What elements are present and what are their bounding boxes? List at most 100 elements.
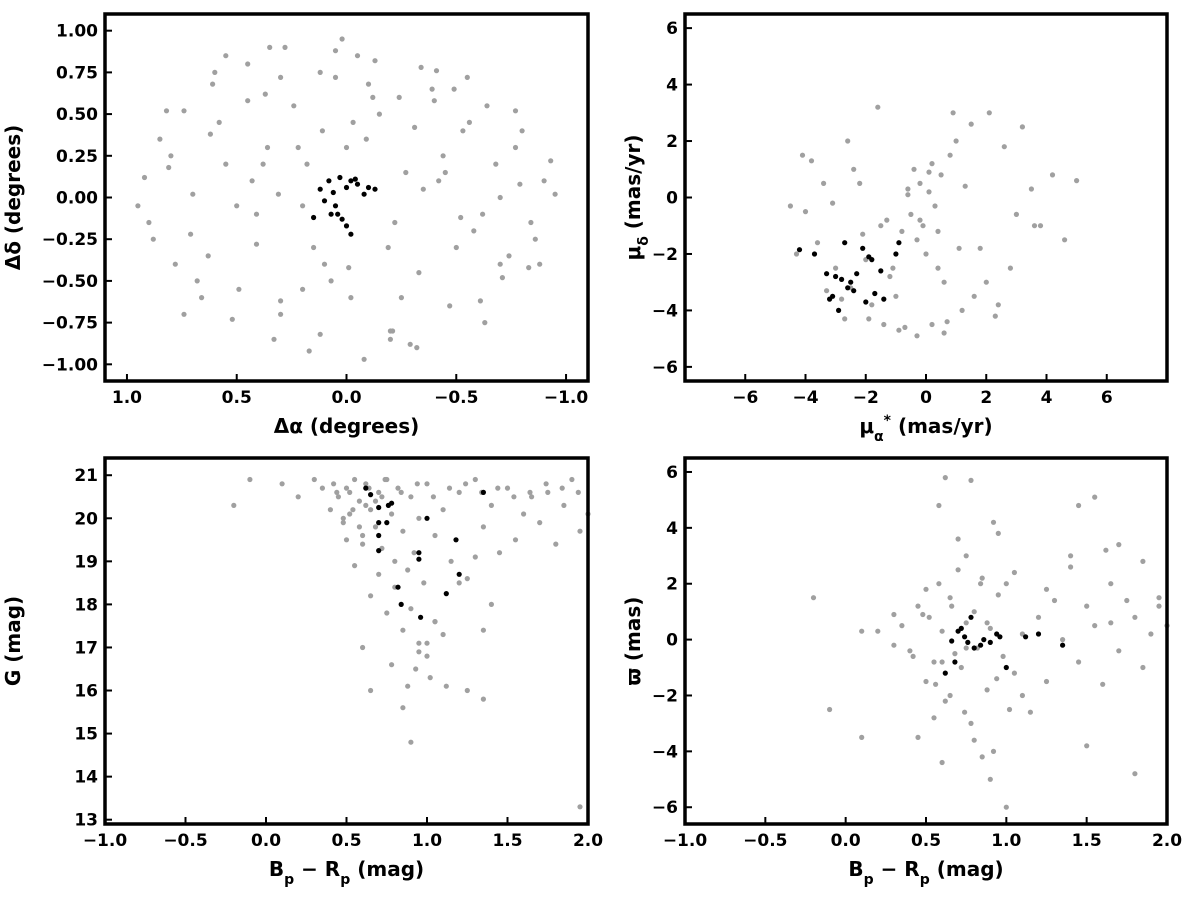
axis-label-part: p bbox=[284, 872, 294, 888]
field-point bbox=[271, 336, 277, 342]
field-point bbox=[899, 623, 905, 629]
x-tick-label: −6 bbox=[732, 388, 758, 408]
field-point bbox=[986, 110, 992, 116]
field-point bbox=[552, 191, 558, 197]
field-point bbox=[944, 319, 950, 325]
field-point bbox=[482, 320, 488, 326]
y-tick-label: 19 bbox=[74, 552, 98, 572]
field-point bbox=[416, 515, 422, 521]
field-point bbox=[464, 74, 470, 80]
field-point bbox=[1156, 595, 1162, 601]
field-point bbox=[420, 186, 426, 192]
field-point bbox=[247, 476, 253, 483]
member-point bbox=[354, 181, 361, 187]
field-point bbox=[887, 273, 893, 280]
field-point bbox=[398, 295, 404, 301]
field-point bbox=[891, 642, 897, 648]
field-point bbox=[978, 581, 984, 587]
member-point bbox=[949, 638, 955, 644]
member-point bbox=[376, 532, 382, 539]
field-point bbox=[1043, 678, 1050, 685]
x-tick-label: 1.0 bbox=[412, 831, 442, 851]
field-point bbox=[1124, 597, 1130, 604]
member-point bbox=[384, 520, 390, 526]
field-point bbox=[1156, 603, 1162, 609]
field-point bbox=[923, 678, 929, 685]
x-tick-label: 0.5 bbox=[222, 388, 252, 408]
panel-sky-positions: 1.0 0.5 0.0 −0.5 −1.0 −1.00 −0.75 −0.50 −0.25 0.0… bbox=[1, 12, 590, 438]
field-point bbox=[460, 128, 466, 134]
field-point bbox=[421, 580, 427, 586]
y-tick-label: 4 bbox=[666, 519, 678, 539]
member-point bbox=[376, 520, 382, 526]
field-point bbox=[181, 311, 187, 317]
y-axis-label: μδ (mas/yr) bbox=[621, 134, 652, 260]
field-point bbox=[466, 119, 472, 125]
field-point bbox=[1006, 706, 1013, 713]
field-point bbox=[407, 341, 413, 347]
member-point bbox=[952, 659, 958, 665]
field-point bbox=[963, 553, 969, 559]
field-point bbox=[163, 108, 170, 114]
member-point bbox=[339, 216, 345, 222]
field-point bbox=[496, 550, 503, 556]
field-point bbox=[495, 485, 501, 491]
field-point bbox=[971, 609, 977, 615]
axis-label-part: (mag) bbox=[350, 857, 424, 881]
field-point bbox=[343, 537, 350, 543]
field-point bbox=[245, 61, 251, 67]
field-point bbox=[205, 253, 211, 259]
field-point bbox=[172, 261, 178, 267]
field-point bbox=[971, 293, 977, 299]
x-tick-label: −1.0 bbox=[663, 831, 708, 851]
member-point bbox=[839, 276, 845, 282]
field-point bbox=[372, 58, 378, 64]
field-point bbox=[968, 720, 974, 727]
field-point bbox=[512, 108, 519, 114]
field-point bbox=[878, 223, 884, 229]
field-point bbox=[350, 119, 356, 125]
field-point bbox=[403, 169, 409, 176]
field-point bbox=[424, 481, 430, 487]
x-tick-label: −0.5 bbox=[434, 388, 478, 408]
field-point bbox=[352, 476, 358, 483]
y-tick-label: −6 bbox=[652, 798, 678, 818]
field-point bbox=[472, 554, 478, 560]
member-point bbox=[854, 271, 860, 277]
axis-label-part: B bbox=[269, 857, 284, 881]
field-point bbox=[361, 356, 367, 362]
field-point bbox=[188, 231, 194, 237]
field-point bbox=[368, 593, 374, 599]
field-point bbox=[893, 293, 899, 299]
field-point bbox=[413, 666, 419, 672]
field-point bbox=[360, 541, 366, 547]
field-point bbox=[908, 211, 914, 217]
field-point bbox=[416, 649, 422, 655]
field-point bbox=[851, 166, 857, 172]
field-point bbox=[543, 481, 549, 487]
field-point bbox=[282, 44, 288, 51]
axis-label-part: α bbox=[874, 429, 884, 445]
member-point bbox=[372, 186, 378, 192]
field-point bbox=[443, 683, 449, 689]
axis-label-part: p bbox=[864, 872, 874, 888]
member-point bbox=[335, 211, 341, 217]
member-point bbox=[893, 251, 899, 257]
x-tick-label: 2 bbox=[980, 388, 992, 408]
field-point bbox=[941, 279, 947, 285]
field-point bbox=[962, 183, 968, 189]
y-tick-label: 2 bbox=[666, 575, 678, 595]
member-point bbox=[981, 637, 987, 643]
field-point bbox=[860, 231, 866, 237]
field-point bbox=[947, 152, 953, 158]
field-point bbox=[207, 131, 213, 137]
field-point bbox=[890, 265, 896, 271]
axis-label-part: − R bbox=[294, 857, 340, 881]
field-point bbox=[968, 121, 974, 127]
field-point bbox=[190, 191, 196, 197]
x-tick-label: 1.5 bbox=[492, 831, 522, 851]
field-point bbox=[267, 44, 273, 51]
field-point bbox=[521, 511, 527, 517]
field-point bbox=[939, 759, 945, 766]
field-point bbox=[842, 316, 848, 322]
